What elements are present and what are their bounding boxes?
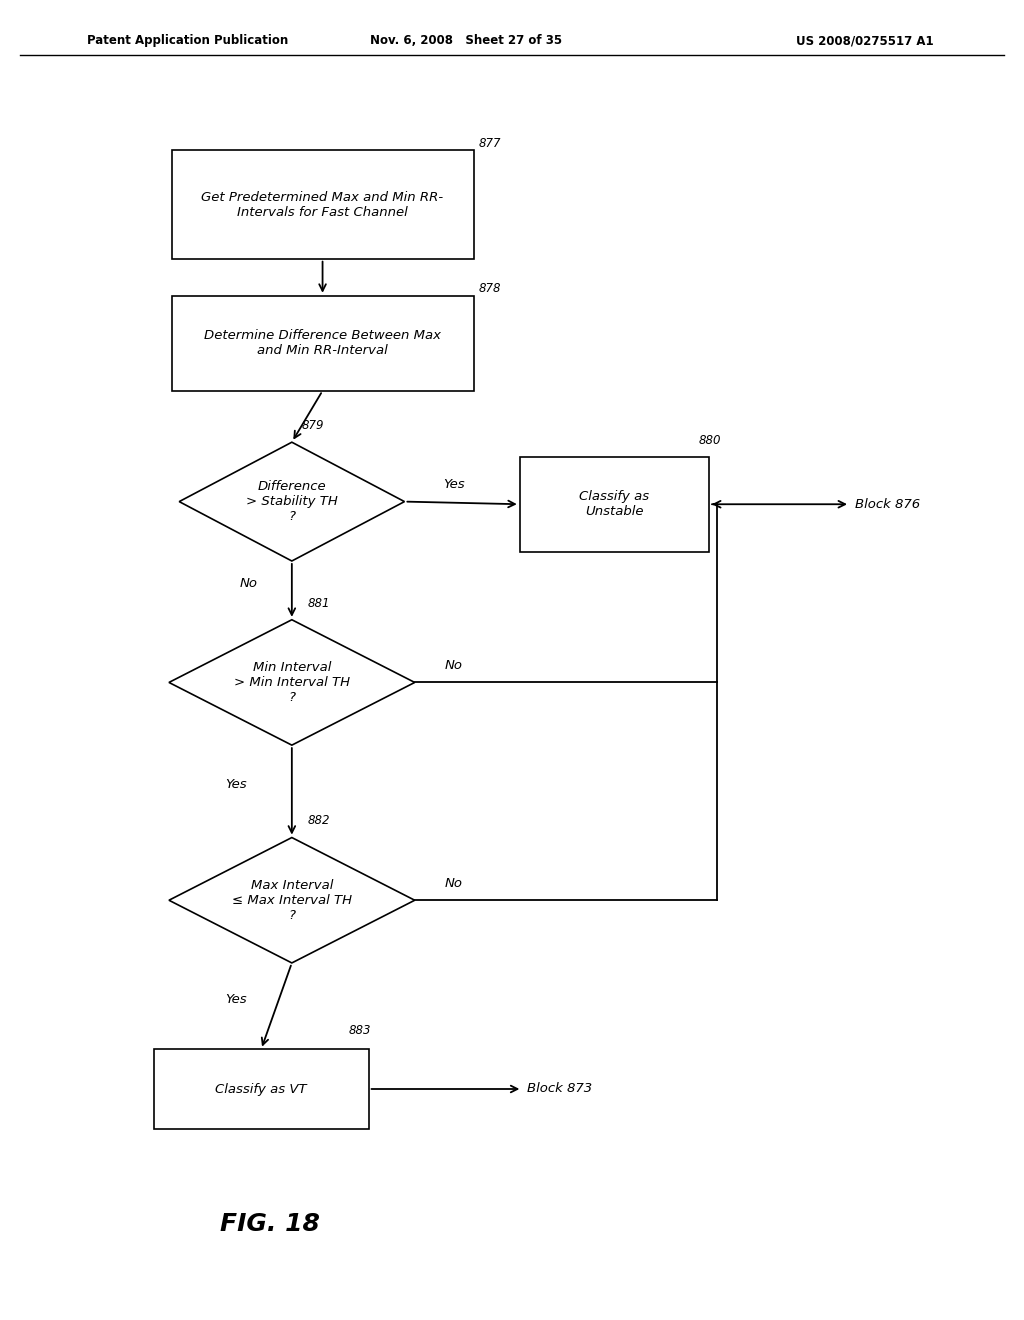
Text: Block 873: Block 873 [527, 1082, 593, 1096]
Text: Difference
> Stability TH
?: Difference > Stability TH ? [246, 480, 338, 523]
Text: 880: 880 [698, 433, 721, 446]
Text: 883: 883 [348, 1023, 371, 1036]
Text: 881: 881 [307, 597, 330, 610]
Text: No: No [240, 577, 258, 590]
FancyBboxPatch shape [154, 1049, 369, 1129]
Text: Yes: Yes [442, 478, 465, 491]
FancyBboxPatch shape [519, 457, 709, 552]
Text: US 2008/0275517 A1: US 2008/0275517 A1 [797, 34, 934, 48]
Text: FIG. 18: FIG. 18 [220, 1212, 321, 1236]
Text: Determine Difference Between Max
and Min RR-Interval: Determine Difference Between Max and Min… [204, 329, 441, 358]
Polygon shape [179, 442, 404, 561]
Text: Classify as
Unstable: Classify as Unstable [580, 490, 649, 519]
Text: Get Predetermined Max and Min RR-
Intervals for Fast Channel: Get Predetermined Max and Min RR- Interv… [202, 190, 443, 219]
Text: Yes: Yes [224, 993, 247, 1006]
Text: No: No [444, 659, 463, 672]
Text: Max Interval
≤ Max Interval TH
?: Max Interval ≤ Max Interval TH ? [231, 879, 352, 921]
Text: Nov. 6, 2008   Sheet 27 of 35: Nov. 6, 2008 Sheet 27 of 35 [370, 34, 562, 48]
Text: 877: 877 [479, 136, 501, 149]
Text: Classify as VT: Classify as VT [215, 1082, 307, 1096]
FancyBboxPatch shape [172, 150, 473, 259]
Text: 882: 882 [307, 814, 330, 828]
Text: 879: 879 [302, 418, 325, 432]
Text: 878: 878 [479, 281, 501, 294]
Text: No: No [444, 876, 463, 890]
FancyBboxPatch shape [172, 296, 473, 391]
Polygon shape [169, 838, 415, 964]
Text: Patent Application Publication: Patent Application Publication [87, 34, 289, 48]
Polygon shape [169, 620, 415, 744]
Text: Min Interval
> Min Interval TH
?: Min Interval > Min Interval TH ? [233, 661, 350, 704]
Text: Block 876: Block 876 [855, 498, 921, 511]
Text: Yes: Yes [224, 779, 247, 791]
